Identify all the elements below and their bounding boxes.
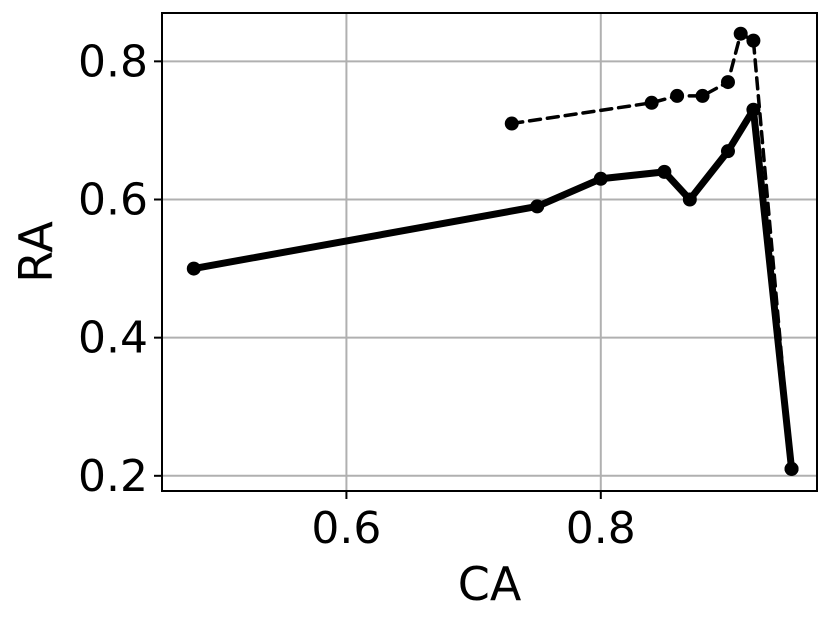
solid-series-point: [746, 102, 761, 117]
solid-series-point: [593, 171, 608, 186]
solid-series-point: [530, 199, 545, 214]
dashed-series-point: [784, 461, 799, 476]
axis-ticks: 0.6 0.8 0.2 0.4 0.6 0.8: [78, 36, 636, 554]
x-tick-label: 0.6: [311, 503, 381, 554]
dashed-series-point: [746, 33, 761, 48]
plot-frame: [161, 12, 818, 492]
y-tick-label: 0.2: [78, 451, 148, 502]
solid-series-point: [682, 192, 697, 207]
dashed-series-point: [644, 95, 659, 110]
dashed-series-point: [504, 116, 519, 131]
y-tick-label: 0.6: [78, 175, 148, 226]
dashed-series-point: [670, 88, 685, 103]
y-axis-label: RA: [9, 221, 63, 283]
y-tick-label: 0.4: [78, 313, 148, 364]
x-axis-label: CA: [458, 557, 522, 611]
solid-series-point: [720, 144, 735, 159]
solid-series-point: [186, 261, 201, 276]
grid-lines: [162, 13, 817, 491]
x-tick-label: 0.8: [566, 503, 636, 554]
plot-series: [186, 26, 799, 476]
y-tick-label: 0.8: [78, 36, 148, 87]
solid-series-point: [657, 164, 672, 179]
solid-series-line: [190, 106, 796, 473]
dashed-series-point: [733, 26, 748, 41]
dashed-series-point: [695, 88, 710, 103]
dashed-series-point: [720, 75, 735, 90]
